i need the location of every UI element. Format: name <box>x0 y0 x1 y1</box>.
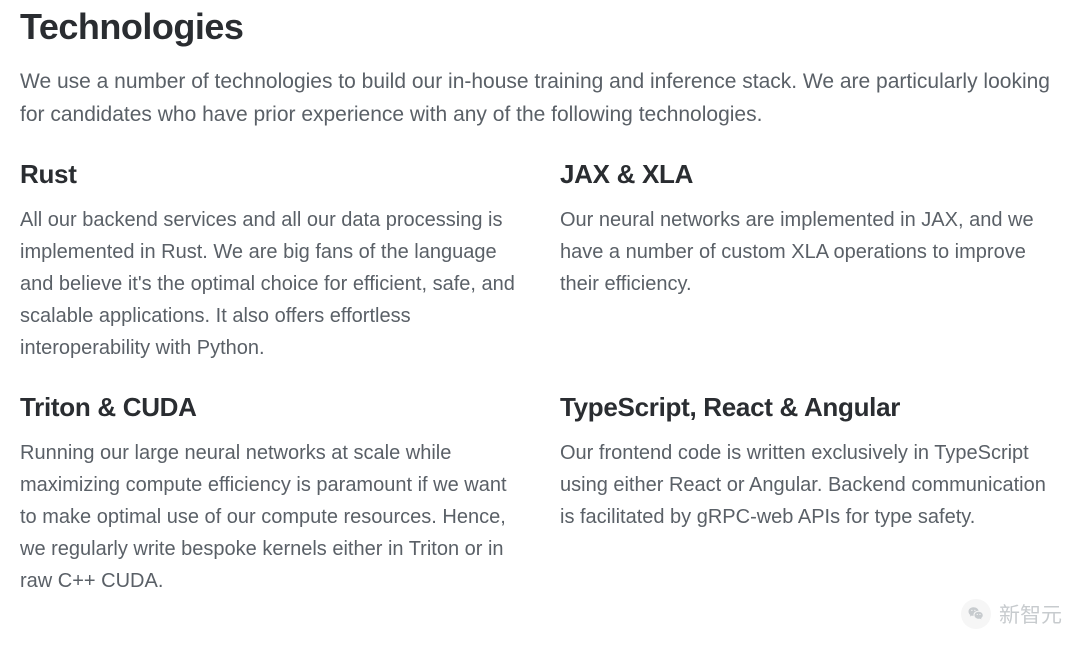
watermark: 新智元 <box>961 599 1062 629</box>
tech-card-typescript-react-angular: TypeScript, React & Angular Our frontend… <box>560 392 1060 597</box>
tech-card-triton-cuda: Triton & CUDA Running our large neural n… <box>20 392 520 597</box>
technologies-grid: Rust All our backend services and all ou… <box>20 159 1060 597</box>
tech-body: Running our large neural networks at sca… <box>20 437 520 597</box>
page-title: Technologies <box>20 6 1060 48</box>
tech-card-jax-xla: JAX & XLA Our neural networks are implem… <box>560 159 1060 364</box>
watermark-text: 新智元 <box>999 599 1062 629</box>
tech-card-rust: Rust All our backend services and all ou… <box>20 159 520 364</box>
tech-title: JAX & XLA <box>560 159 1060 190</box>
tech-title: Rust <box>20 159 520 190</box>
tech-title: Triton & CUDA <box>20 392 520 423</box>
tech-title: TypeScript, React & Angular <box>560 392 1060 423</box>
tech-body: All our backend services and all our dat… <box>20 204 520 364</box>
tech-body: Our frontend code is written exclusively… <box>560 437 1060 533</box>
tech-body: Our neural networks are implemented in J… <box>560 204 1060 300</box>
intro-paragraph: We use a number of technologies to build… <box>20 66 1060 131</box>
wechat-icon <box>961 599 991 629</box>
